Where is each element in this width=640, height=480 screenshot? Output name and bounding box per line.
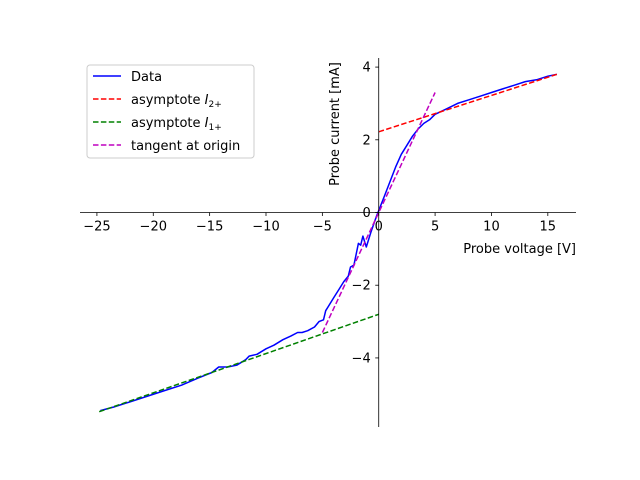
series-line-1: [100, 73, 557, 412]
series-line-2: [378, 72, 560, 133]
y-tick-label: 4: [362, 61, 370, 76]
y-axis-label: Probe current [mA]: [328, 62, 343, 186]
x-tick-label: 0: [375, 220, 383, 235]
legend-entry-label: Data: [131, 70, 162, 85]
x-tick-label: −15: [196, 220, 223, 235]
y-tick-label: 2: [362, 133, 370, 148]
legend-frame: [86, 64, 255, 159]
x-tick-label: 15: [540, 220, 557, 235]
legend: Data asymptote I2+ asymptote I1+ tangent at…: [86, 64, 255, 159]
x-tick-label: −5: [313, 220, 332, 235]
x-tick-label: −10: [252, 220, 279, 235]
legend-entry-label: tangent at origin: [131, 139, 240, 154]
x-tick-label: 5: [431, 220, 439, 235]
legend-entry-label: asymptote I2+: [131, 93, 222, 110]
x-tick-label: −20: [140, 220, 167, 235]
axes-layer: [80, 58, 576, 427]
series-line-3: [98, 313, 379, 413]
x-tick-label: 10: [483, 220, 500, 235]
y-tick-label: 0: [362, 206, 370, 221]
x-tick-label: −25: [83, 220, 110, 235]
y-tick-label: −2: [352, 279, 371, 294]
y-tick-label: −4: [352, 351, 371, 366]
series-layer: [98, 72, 560, 413]
legend-entry-label: asymptote I1+: [131, 116, 222, 133]
series-line-4: [321, 92, 436, 333]
x-axis-label: Probe voltage [V]: [463, 242, 576, 257]
